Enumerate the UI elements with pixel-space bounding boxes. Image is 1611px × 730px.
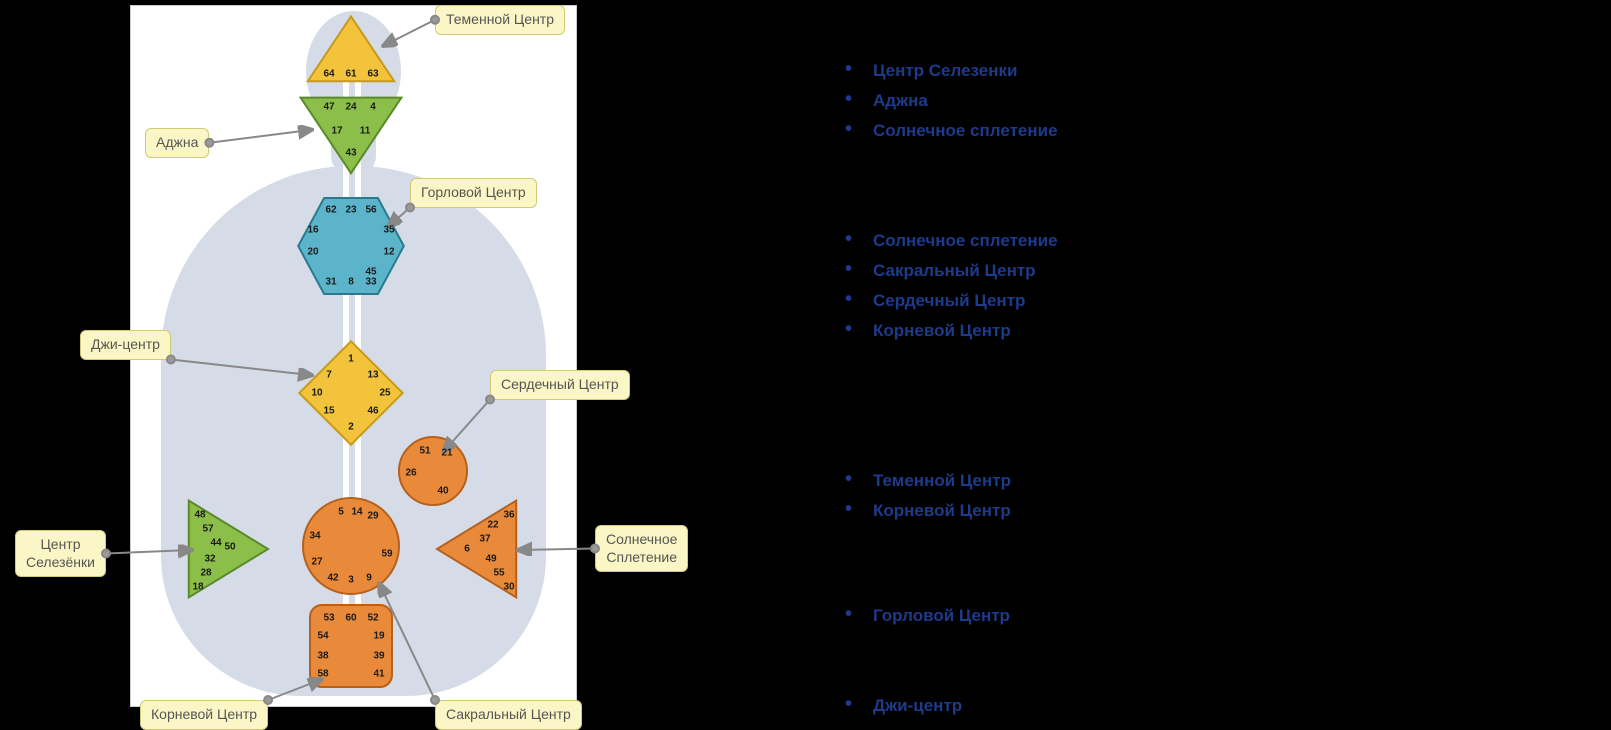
gates-layer: 6461634724417114362235616352012318453317… [131, 6, 576, 706]
gate-62: 62 [325, 205, 336, 216]
gate-23: 23 [345, 205, 356, 216]
gate-63: 63 [367, 69, 378, 80]
gate-34: 34 [309, 531, 320, 542]
gate-7: 7 [326, 370, 332, 381]
gate-51: 51 [419, 446, 430, 457]
gate-20: 20 [307, 247, 318, 258]
gate-38: 38 [317, 651, 328, 662]
gate-26: 26 [405, 468, 416, 479]
gate-41: 41 [373, 669, 384, 680]
gate-2: 2 [348, 422, 354, 433]
gate-32: 32 [204, 554, 215, 565]
gate-35: 35 [383, 225, 394, 236]
gate-37: 37 [479, 534, 490, 545]
gate-29: 29 [367, 511, 378, 522]
gate-10: 10 [311, 388, 322, 399]
gate-61: 61 [345, 69, 356, 80]
gate-58: 58 [317, 669, 328, 680]
gate-17: 17 [331, 126, 342, 137]
gate-5: 5 [338, 507, 344, 518]
gate-3: 3 [348, 575, 354, 586]
gate-31: 31 [325, 277, 336, 288]
gate-1: 1 [348, 354, 354, 365]
gate-19: 19 [373, 631, 384, 642]
gate-56: 56 [365, 205, 376, 216]
gate-53: 53 [323, 613, 334, 624]
gate-60: 60 [345, 613, 356, 624]
gate-57: 57 [202, 524, 213, 535]
gate-21: 21 [441, 448, 452, 459]
gate-25: 25 [379, 388, 390, 399]
gate-27: 27 [311, 557, 322, 568]
gate-12: 12 [383, 247, 394, 258]
gate-48: 48 [194, 510, 205, 521]
gate-36: 36 [503, 510, 514, 521]
bodygraph-figure: 6461634724417114362235616352012318453317… [130, 5, 577, 707]
gate-14: 14 [351, 507, 362, 518]
gate-11: 11 [360, 126, 371, 137]
gate-8: 8 [348, 277, 354, 288]
gate-30: 30 [503, 582, 514, 593]
gate-50: 50 [224, 542, 235, 553]
gate-13: 13 [367, 370, 378, 381]
gate-46: 46 [367, 406, 378, 417]
gate-43: 43 [345, 148, 356, 159]
gate-16: 16 [307, 225, 318, 236]
gate-42: 42 [327, 573, 338, 584]
gate-64: 64 [323, 69, 334, 80]
gate-49: 49 [485, 554, 496, 565]
canvas: 6461634724417114362235616352012318453317… [0, 0, 1611, 729]
gate-54: 54 [317, 631, 328, 642]
gate-59: 59 [381, 549, 392, 560]
gate-28: 28 [200, 568, 211, 579]
gate-15: 15 [323, 406, 334, 417]
gate-6: 6 [464, 544, 470, 555]
gate-4: 4 [370, 102, 376, 113]
gate-9: 9 [366, 573, 372, 584]
gate-39: 39 [373, 651, 384, 662]
gate-52: 52 [367, 613, 378, 624]
gate-55: 55 [493, 568, 504, 579]
gate-22: 22 [487, 520, 498, 531]
gate-18: 18 [192, 582, 203, 593]
gate-44: 44 [210, 538, 221, 549]
gate-33: 33 [365, 277, 376, 288]
gate-24: 24 [345, 102, 356, 113]
gate-47: 47 [323, 102, 334, 113]
gate-40: 40 [437, 486, 448, 497]
